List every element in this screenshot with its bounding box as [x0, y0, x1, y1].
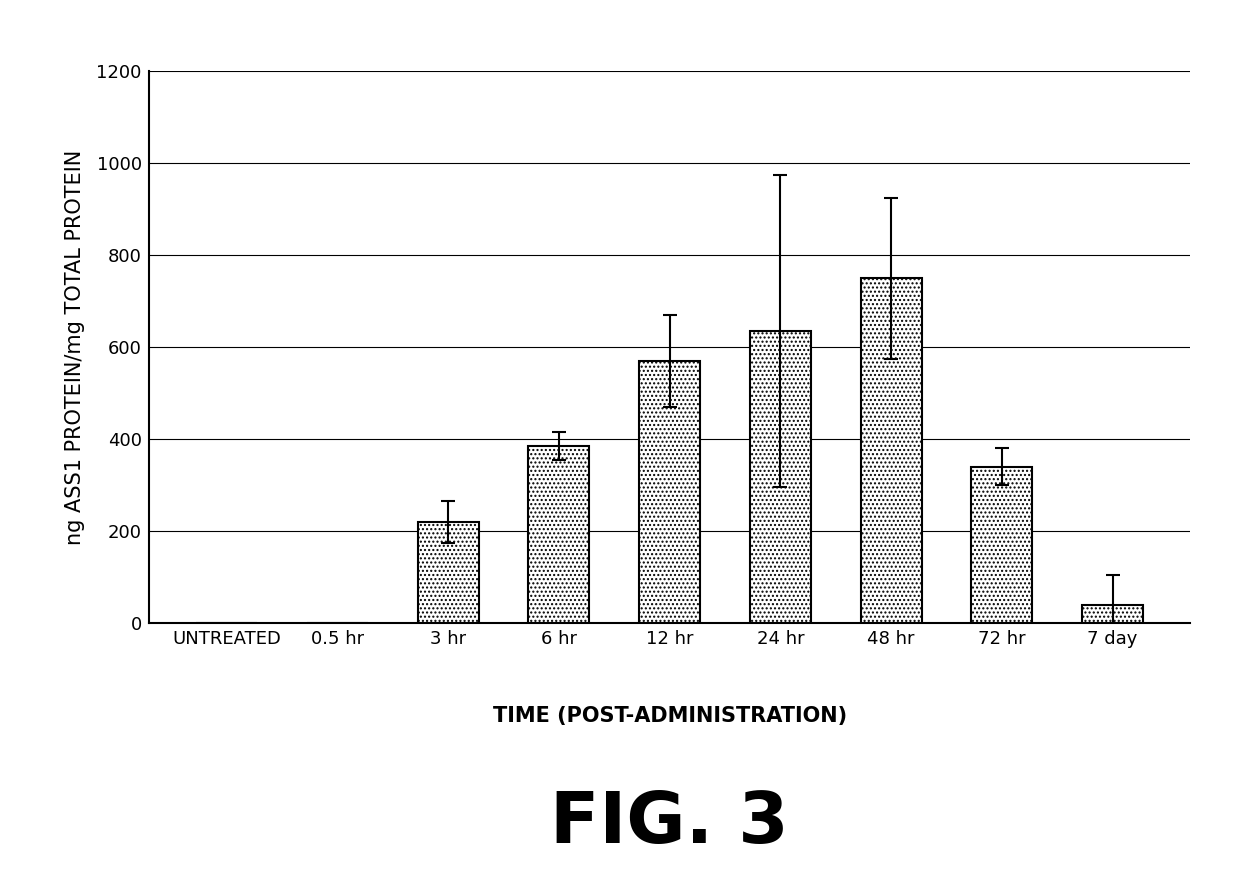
Bar	[1083, 604, 1143, 623]
Bar	[418, 522, 479, 623]
Y-axis label: ng ASS1 PROTEIN/mg TOTAL PROTEIN: ng ASS1 PROTEIN/mg TOTAL PROTEIN	[66, 150, 86, 545]
Bar	[750, 331, 811, 623]
Bar	[971, 466, 1033, 623]
Bar	[861, 278, 921, 623]
Text: TIME (POST-ADMINISTRATION): TIME (POST-ADMINISTRATION)	[492, 707, 847, 726]
Bar	[639, 361, 701, 623]
Bar	[528, 446, 589, 623]
Text: FIG. 3: FIG. 3	[551, 789, 789, 858]
